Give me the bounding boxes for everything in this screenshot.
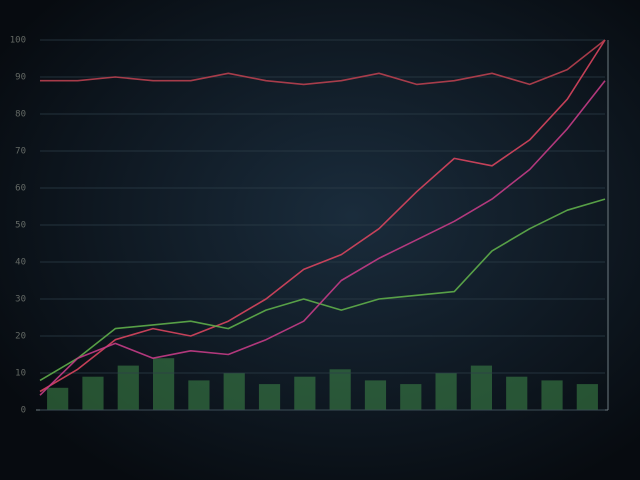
volume-bar bbox=[400, 384, 422, 410]
volume-bar bbox=[329, 369, 351, 410]
y-tick-label: 80 bbox=[15, 110, 26, 120]
y-tick-label: 30 bbox=[15, 295, 26, 305]
volume-bar bbox=[223, 373, 245, 410]
volume-bar bbox=[435, 373, 457, 410]
volume-bar bbox=[364, 380, 387, 410]
volume-bar bbox=[294, 376, 316, 410]
y-tick-label: 10 bbox=[15, 369, 26, 379]
y-tick-label: 40 bbox=[15, 258, 26, 268]
y-tick-label: 50 bbox=[15, 221, 26, 231]
series-line bbox=[40, 39, 606, 86]
y-tick-label: 90 bbox=[15, 73, 26, 83]
y-tick-label: 100 bbox=[10, 36, 26, 46]
volume-bar bbox=[470, 365, 492, 410]
volume-bar bbox=[506, 376, 528, 410]
y-tick-label: 60 bbox=[15, 184, 26, 194]
volume-bar bbox=[188, 380, 210, 410]
volume-bar bbox=[82, 376, 104, 410]
series-line bbox=[39, 198, 606, 382]
volume-bar bbox=[576, 384, 598, 410]
y-tick-label: 20 bbox=[15, 332, 26, 342]
volume-bar bbox=[153, 358, 175, 410]
series-line bbox=[39, 80, 606, 396]
series-line bbox=[39, 39, 606, 393]
volume-bar bbox=[541, 380, 563, 410]
y-tick-label: 0 bbox=[21, 406, 26, 416]
y-tick-label: 70 bbox=[15, 147, 26, 157]
volume-bar bbox=[47, 387, 69, 410]
volume-bar bbox=[117, 365, 139, 410]
volume-bar bbox=[258, 384, 281, 410]
